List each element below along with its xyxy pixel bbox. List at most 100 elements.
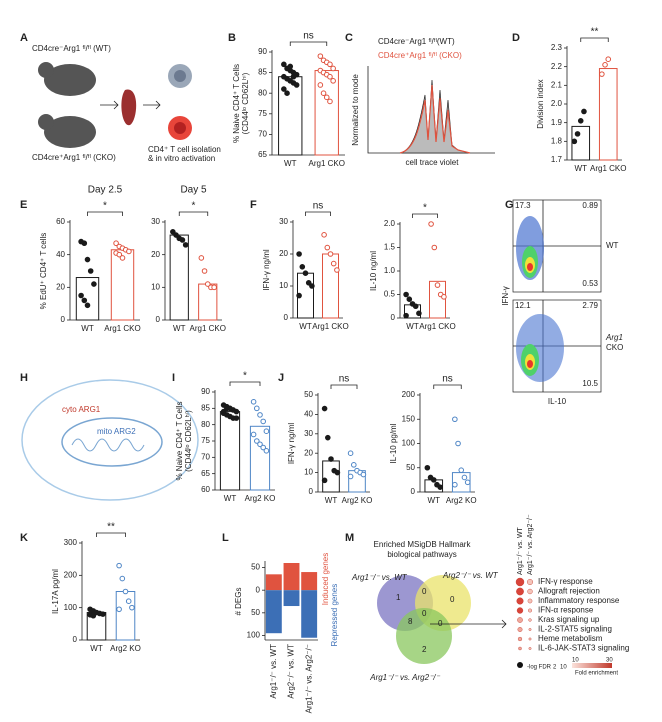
y-tick-label: 85 xyxy=(201,403,210,412)
cell-nucleus xyxy=(174,70,186,82)
bar xyxy=(598,68,618,161)
bar xyxy=(219,411,241,491)
data-point xyxy=(441,294,447,300)
panel-letter: D xyxy=(512,32,520,44)
data-point xyxy=(220,408,227,415)
data-point xyxy=(90,612,97,619)
y-tick-label: 100 xyxy=(402,439,416,448)
quadrant-value: 12.1 xyxy=(515,301,531,310)
data-point xyxy=(327,98,333,105)
y-tick-label: 20 xyxy=(151,250,160,259)
significance-bracket xyxy=(96,532,126,537)
legend-label: -log FDR xyxy=(527,665,552,671)
panel-m: M Enriched MSigDB Hallmark biological pa… xyxy=(345,514,629,682)
y-label: Normalized to mode xyxy=(351,74,360,146)
data-point xyxy=(257,412,263,418)
x-tick-label: WT xyxy=(284,159,297,168)
bar-segment xyxy=(301,572,318,591)
data-point xyxy=(201,268,208,274)
y-tick-label: 0 xyxy=(156,315,161,324)
y-tick-label: 0 xyxy=(284,313,289,322)
data-point xyxy=(173,232,179,238)
significance-bracket xyxy=(580,37,609,42)
y-tick-label: 150 xyxy=(402,414,416,423)
data-point xyxy=(129,604,135,611)
data-point xyxy=(198,255,205,261)
enrichment-dot xyxy=(516,587,524,596)
y-axis-label: % EdU⁺ CD4⁺ T cells xyxy=(39,233,48,310)
enrichment-dot xyxy=(518,646,522,651)
data-point xyxy=(452,481,458,488)
enrichment-dot xyxy=(528,647,532,650)
data-point xyxy=(424,464,431,471)
x-tick-label: WT xyxy=(406,322,419,331)
mouse xyxy=(44,116,96,148)
bar xyxy=(322,460,340,493)
data-point xyxy=(224,405,230,412)
y-tick-label: 50 xyxy=(406,463,415,472)
set-label: Arg1⁻/⁻ vs. Arg2⁻/⁻ xyxy=(369,673,440,682)
legend-label: Induced genes xyxy=(321,553,330,606)
step-label: & in vitro activation xyxy=(148,154,215,163)
data-point xyxy=(119,255,126,261)
y-axis-label: (CD44ˡᵒ CD62Lʰⁱ) xyxy=(241,72,250,134)
row-label: CKO xyxy=(606,343,623,352)
x-tick-label: Arg1 CKO xyxy=(590,164,626,173)
x-tick-label: WT xyxy=(173,324,186,333)
data-point xyxy=(324,244,331,251)
y-tick-label: 0 xyxy=(73,635,78,644)
significance-label: * xyxy=(243,371,247,382)
bar xyxy=(429,280,446,319)
y-tick-label: 60 xyxy=(201,485,210,494)
data-point xyxy=(403,312,409,319)
y-tick-label: 1.9 xyxy=(551,118,563,127)
x-tick-label: Arg1 CKO xyxy=(309,159,345,168)
wt-label: CD4cre⁻Arg1 ᶠˡ/ᶠˡ (WT) xyxy=(32,44,111,53)
x-tick-label: Arg1 CKO xyxy=(190,324,226,333)
enrichment-dot xyxy=(527,579,534,586)
data-point xyxy=(87,268,94,274)
y-tick-label: 0.5 xyxy=(384,290,396,299)
x-tick-label: Arg2 KO xyxy=(446,496,477,505)
y-tick-label: 70 xyxy=(201,452,210,461)
data-point xyxy=(317,53,324,59)
panel-letter: J xyxy=(278,372,284,384)
y-tick-label: 20 xyxy=(304,448,313,457)
data-point xyxy=(317,82,324,88)
mouse-head xyxy=(38,114,54,130)
data-point xyxy=(406,296,413,303)
y-label: IFN-γ xyxy=(501,286,510,306)
data-point xyxy=(233,408,240,415)
significance-bracket xyxy=(289,41,328,46)
quadrant-value: 10.5 xyxy=(582,379,598,388)
data-point xyxy=(122,588,129,595)
x-tick-label: Arg1 CKO xyxy=(104,324,140,333)
chart-title: Day 2.5 xyxy=(88,185,123,196)
data-point xyxy=(299,264,306,270)
data-point xyxy=(571,138,578,145)
x-tick-label: WT xyxy=(325,496,338,505)
y-tick-label: 20 xyxy=(279,249,288,258)
pathway-label: Kras signaling up xyxy=(538,615,600,624)
x-label: IL-10 xyxy=(548,397,567,406)
data-point xyxy=(321,477,328,484)
cell-outline xyxy=(21,379,199,501)
pathway-label: Allograft rejection xyxy=(538,587,600,596)
y-tick-label: 70 xyxy=(258,130,267,139)
data-point xyxy=(296,292,302,299)
data-point xyxy=(458,467,465,473)
cell-nucleus xyxy=(174,122,186,134)
x-tick-label: Arg2⁻/⁻ vs. WT xyxy=(287,644,296,699)
quadrant-value: 0.53 xyxy=(582,279,598,288)
chart-title: Day 5 xyxy=(180,185,207,196)
y-axis-label: IL-10 pg/ml xyxy=(389,423,398,463)
legend-label: Fold enrichment xyxy=(575,671,618,677)
enrichment-dot xyxy=(527,598,533,604)
data-point xyxy=(452,416,458,423)
data-point xyxy=(434,282,441,288)
y-tick-label: 1.0 xyxy=(384,266,396,275)
arrow xyxy=(430,619,507,629)
data-point xyxy=(330,260,337,267)
x-tick-label: WT xyxy=(90,644,103,653)
panel-letter: L xyxy=(222,532,229,544)
